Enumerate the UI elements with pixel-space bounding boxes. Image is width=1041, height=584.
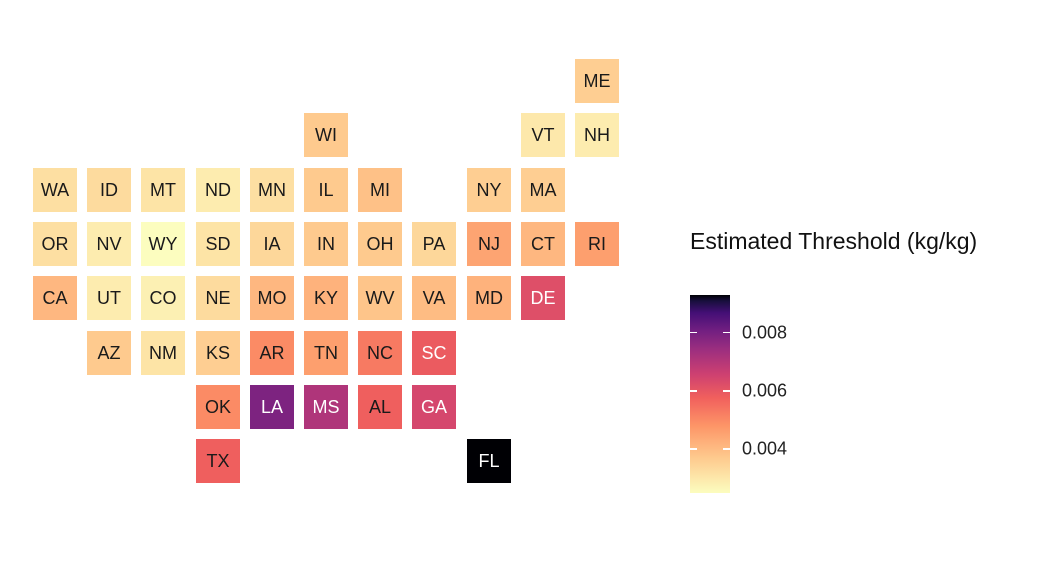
state-tile-al: AL (358, 385, 402, 429)
state-tile-ar: AR (250, 331, 294, 375)
state-tile-nm: NM (141, 331, 185, 375)
state-tile-co: CO (141, 276, 185, 320)
state-tile-ky: KY (304, 276, 348, 320)
state-tile-mt: MT (141, 168, 185, 212)
state-tile-wa: WA (33, 168, 77, 212)
state-tile-ne: NE (196, 276, 240, 320)
state-tile-vt: VT (521, 113, 565, 157)
state-tile-in: IN (304, 222, 348, 266)
state-tile-map: ME WI VT NH WA ID MT ND MN IL MI NY MA OR NV WY SD IA IN OH… (33, 59, 619, 483)
state-tile-sc: SC (412, 331, 456, 375)
state-tile-nv: NV (87, 222, 131, 266)
state-tile-ca: CA (33, 276, 77, 320)
state-tile-mn: MN (250, 168, 294, 212)
legend-tick-label: 0.008 (742, 322, 788, 343)
state-tile-wi: WI (304, 113, 348, 157)
state-tile-ga: GA (412, 385, 456, 429)
state-tile-sd: SD (196, 222, 240, 266)
state-tile-ri: RI (575, 222, 619, 266)
state-tile-mo: MO (250, 276, 294, 320)
state-tile-ut: UT (87, 276, 131, 320)
state-tile-la: LA (250, 385, 294, 429)
state-tile-ct: CT (521, 222, 565, 266)
state-tile-pa: PA (412, 222, 456, 266)
state-tile-or: OR (33, 222, 77, 266)
state-tile-id: ID (87, 168, 131, 212)
state-tile-oh: OH (358, 222, 402, 266)
state-tile-tn: TN (304, 331, 348, 375)
state-tile-wv: WV (358, 276, 402, 320)
legend-colorbar (690, 295, 730, 493)
color-legend: Estimated Threshold (kg/kg) 0.004 0.006 0.… (690, 228, 1030, 508)
state-tile-va: VA (412, 276, 456, 320)
state-tile-nh: NH (575, 113, 619, 157)
state-tile-de: DE (521, 276, 565, 320)
state-tile-wy: WY (141, 222, 185, 266)
state-tile-nj: NJ (467, 222, 511, 266)
state-tile-me: ME (575, 59, 619, 103)
state-tile-ny: NY (467, 168, 511, 212)
legend-tick-label: 0.004 (742, 438, 788, 459)
state-tile-ok: OK (196, 385, 240, 429)
state-tile-ks: KS (196, 331, 240, 375)
legend-title: Estimated Threshold (kg/kg) (690, 228, 978, 254)
state-tile-nd: ND (196, 168, 240, 212)
legend-tick-label: 0.006 (742, 380, 788, 401)
state-tile-tx: TX (196, 439, 240, 483)
state-tile-az: AZ (87, 331, 131, 375)
state-tile-md: MD (467, 276, 511, 320)
state-tile-ma: MA (521, 168, 565, 212)
state-tile-nc: NC (358, 331, 402, 375)
state-tile-ms: MS (304, 385, 348, 429)
state-tile-il: IL (304, 168, 348, 212)
state-tile-ia: IA (250, 222, 294, 266)
state-tile-mi: MI (358, 168, 402, 212)
state-tile-fl: FL (467, 439, 511, 483)
